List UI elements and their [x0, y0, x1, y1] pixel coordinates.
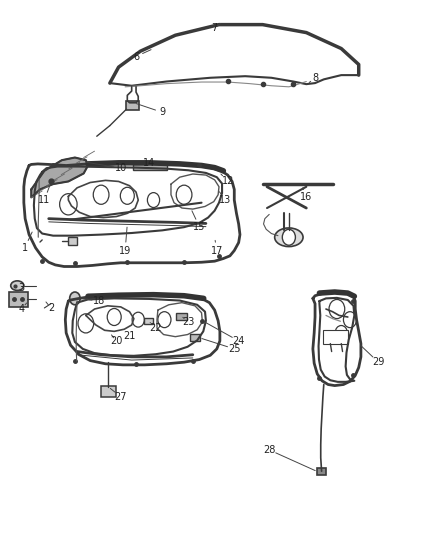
Text: 9: 9	[159, 107, 165, 117]
Ellipse shape	[11, 281, 24, 290]
FancyBboxPatch shape	[134, 164, 167, 170]
Text: 25: 25	[228, 344, 240, 354]
Ellipse shape	[275, 228, 303, 247]
Text: 11: 11	[38, 195, 50, 205]
Text: 12: 12	[222, 176, 234, 187]
Circle shape	[148, 192, 159, 207]
Text: 22: 22	[149, 322, 162, 333]
Circle shape	[158, 312, 171, 328]
Text: 21: 21	[124, 330, 136, 341]
Circle shape	[60, 193, 77, 215]
FancyBboxPatch shape	[68, 237, 77, 245]
Circle shape	[107, 309, 121, 326]
Text: 20: 20	[110, 336, 123, 346]
Text: 4: 4	[18, 304, 25, 314]
FancyBboxPatch shape	[176, 313, 187, 320]
Text: 8: 8	[312, 73, 318, 83]
Text: 14: 14	[143, 158, 155, 168]
Text: 6: 6	[133, 52, 139, 61]
Circle shape	[343, 312, 357, 328]
FancyBboxPatch shape	[317, 468, 326, 475]
FancyBboxPatch shape	[190, 334, 200, 342]
FancyBboxPatch shape	[323, 330, 348, 344]
Text: 19: 19	[119, 246, 131, 255]
Text: 18: 18	[93, 296, 105, 306]
Text: 2: 2	[48, 303, 54, 313]
Text: 29: 29	[372, 357, 385, 367]
Circle shape	[329, 300, 345, 319]
Text: 15: 15	[193, 222, 205, 232]
Circle shape	[283, 229, 295, 245]
Circle shape	[132, 312, 145, 327]
Text: 16: 16	[300, 192, 312, 203]
Text: 3: 3	[18, 283, 25, 293]
Circle shape	[70, 292, 80, 305]
FancyBboxPatch shape	[145, 318, 153, 324]
Circle shape	[78, 314, 94, 333]
Circle shape	[120, 187, 134, 204]
Circle shape	[176, 185, 192, 204]
FancyBboxPatch shape	[101, 386, 116, 397]
FancyBboxPatch shape	[126, 101, 139, 110]
Text: 17: 17	[211, 246, 223, 255]
Polygon shape	[31, 158, 88, 197]
Circle shape	[335, 326, 347, 341]
Text: 7: 7	[212, 23, 218, 34]
FancyBboxPatch shape	[9, 292, 28, 307]
Text: 27: 27	[114, 392, 127, 402]
Text: 28: 28	[263, 445, 276, 455]
Text: 13: 13	[219, 195, 232, 205]
Text: 24: 24	[233, 336, 245, 346]
Text: 10: 10	[115, 163, 127, 173]
Text: 1: 1	[21, 243, 28, 253]
Text: 23: 23	[182, 317, 194, 327]
Circle shape	[93, 185, 109, 204]
